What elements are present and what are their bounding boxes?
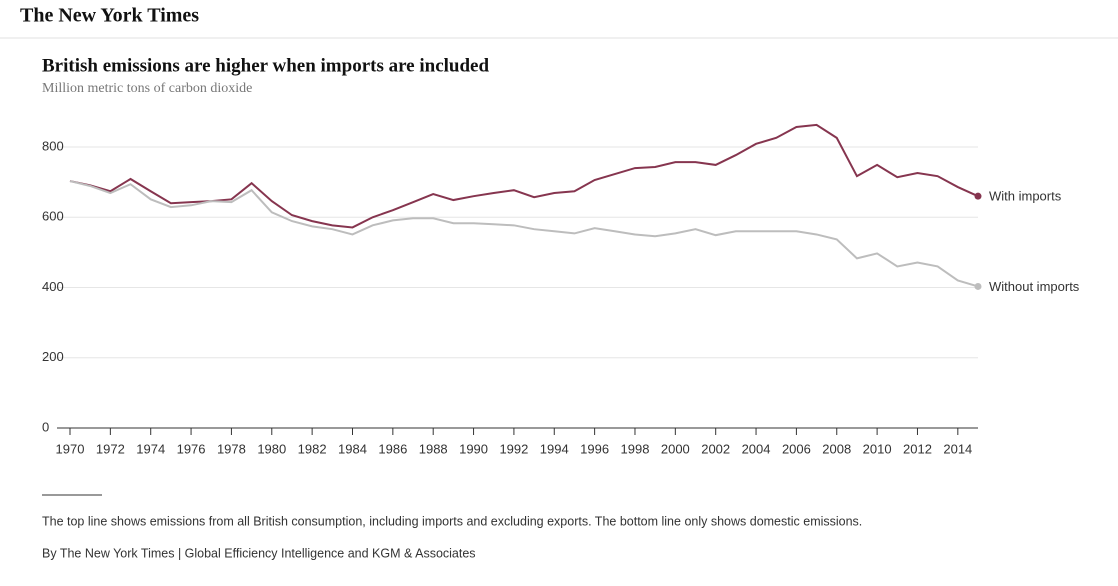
x-tick-label: 2006 xyxy=(782,441,811,456)
x-tick-label: 1990 xyxy=(459,441,488,456)
series-label: Without imports xyxy=(989,279,1080,294)
y-tick-label: 600 xyxy=(42,209,64,224)
x-tick-label: 2008 xyxy=(822,441,851,456)
x-tick-label: 1982 xyxy=(298,441,327,456)
y-tick-label: 200 xyxy=(42,349,64,364)
x-tick-label: 1986 xyxy=(378,441,407,456)
x-tick-label: 1970 xyxy=(56,441,85,456)
x-tick-label: 1978 xyxy=(217,441,246,456)
plot: 0 200 400 600 800 1970 1972 1974 1976 1978 1980 198… xyxy=(42,123,1080,456)
end-dot xyxy=(974,282,982,290)
x-tick-label: 2000 xyxy=(661,441,690,456)
x-tick-label: 1984 xyxy=(338,441,367,456)
end-dot xyxy=(974,192,982,200)
x-tick-label: 1988 xyxy=(419,441,448,456)
x-tick-label: 1994 xyxy=(540,441,569,456)
credit: By The New York Times | Global Efficienc… xyxy=(42,546,476,560)
x-tick-label: 2004 xyxy=(742,441,771,456)
x-tick-label: 2014 xyxy=(943,441,972,456)
x-tick-label: 1996 xyxy=(580,441,609,456)
note: The top line shows emissions from all Br… xyxy=(42,514,862,528)
x-tick-label: 1972 xyxy=(96,441,125,456)
x-tick-label: 1974 xyxy=(136,441,165,456)
series-label: With imports xyxy=(989,189,1062,204)
chart-subtitle: Million metric tons of carbon dioxide xyxy=(42,81,252,96)
series-line xyxy=(69,180,979,288)
x-tick-label: 1998 xyxy=(621,441,650,456)
x-tick-label: 1980 xyxy=(257,441,286,456)
x-tick-label: 2012 xyxy=(903,441,932,456)
x-tick-label: 2002 xyxy=(701,441,730,456)
y-tick-label: 800 xyxy=(42,138,64,153)
chart-title: British emissions are higher when import… xyxy=(42,55,489,76)
x-tick-label: 2010 xyxy=(863,441,892,456)
y-tick-label: 400 xyxy=(42,279,64,294)
y-tick-label: 0 xyxy=(42,419,49,434)
x-tick-label: 1976 xyxy=(177,441,206,456)
series-line xyxy=(69,123,979,229)
x-tick-label: 1992 xyxy=(499,441,528,456)
logo: The New York Times xyxy=(20,5,199,27)
